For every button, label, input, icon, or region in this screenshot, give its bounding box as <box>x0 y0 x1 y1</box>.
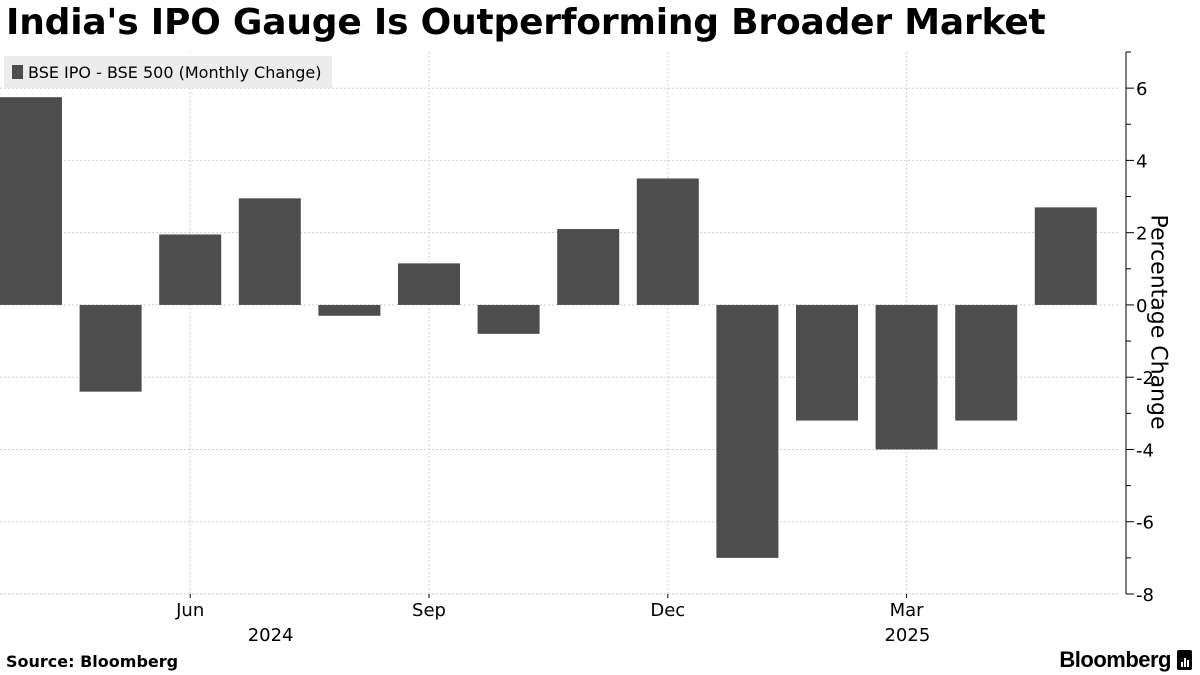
y-tick-label: 0 <box>1136 296 1147 317</box>
bar-chart-icon <box>1177 650 1192 670</box>
y-tick-label: 4 <box>1136 151 1147 172</box>
bar: Feb 2025 <box>796 304 858 421</box>
x-year-label: 2025 <box>884 625 930 646</box>
bar: Jan 2025 <box>716 304 779 558</box>
bar: Nov 2024 <box>557 229 620 305</box>
y-tick-label: -2 <box>1136 368 1154 389</box>
source-note: Source: Bloomberg <box>6 652 179 671</box>
y-tick-label: -6 <box>1136 513 1154 534</box>
x-tick-label: Mar <box>890 600 925 621</box>
y-tick-label: 6 <box>1136 79 1147 100</box>
bar: Aug 2024 <box>318 304 381 316</box>
bar: Jun 2024 <box>159 234 222 305</box>
y-tick-label: 2 <box>1136 224 1147 245</box>
bar: Mar 2025 <box>875 304 938 450</box>
x-tick-label: Dec <box>650 600 685 621</box>
bar: May 2025 <box>1034 207 1097 305</box>
legend-swatch <box>12 65 23 79</box>
chart-title: India's IPO Gauge Is Outperforming Broad… <box>6 2 1046 43</box>
bar: Sep 2024 <box>398 263 460 305</box>
brand-name: Bloomberg <box>1059 647 1171 672</box>
bar: May 2024 <box>79 304 142 392</box>
y-tick-label: -8 <box>1136 585 1154 606</box>
x-tick-label: Sep <box>412 600 446 621</box>
chart-legend: BSE IPO - BSE 500 (Monthly Change) <box>4 56 332 88</box>
bar: Apr 2025 <box>955 304 1018 421</box>
x-tick-label: Jun <box>175 600 204 621</box>
x-year-label: 2024 <box>248 625 294 646</box>
legend-label: BSE IPO - BSE 500 (Monthly Change) <box>28 62 322 82</box>
bar: Dec 2024 <box>636 178 699 305</box>
bar: Oct 2024 <box>477 304 540 334</box>
y-axis-label: Percentage Change <box>1145 214 1171 430</box>
y-tick-label: -4 <box>1136 440 1154 461</box>
bar: Apr 2024 <box>0 97 62 305</box>
bloomberg-logo: Bloomberg <box>1059 647 1192 673</box>
bar: Jul 2024 <box>238 198 301 305</box>
